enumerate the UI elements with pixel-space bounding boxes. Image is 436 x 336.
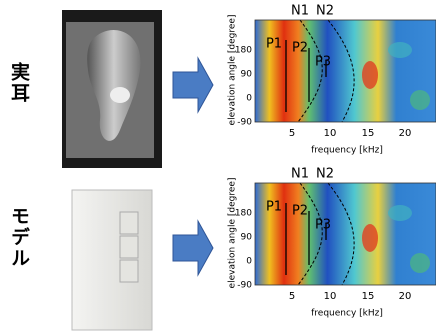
y-tick-label: -90 [237,118,252,128]
heatmap-blob [388,205,412,221]
x-axis-label: frequency [kHz] [311,146,383,156]
heatmap-blob [362,61,378,89]
y-tick-label: 0 [246,257,252,267]
heatmap-blob [362,224,378,252]
peak-label: P3 [315,218,331,233]
notch-label: N1 [291,167,309,182]
ear-detail [110,87,130,103]
notch-label: N2 [316,167,334,182]
x-tick-label: 15 [362,291,375,302]
heatmap-blob [388,42,412,58]
notch-label: N1 [291,4,309,19]
model-part [120,236,138,258]
y-axis-label: elevation angle [degree] [228,15,238,126]
peak-label: P2 [292,41,308,56]
x-axis-label: frequency [kHz] [311,309,383,319]
arrow [173,58,213,112]
model-block [72,190,152,330]
model-part [120,212,138,234]
x-tick-label: 10 [324,291,337,302]
y-tick-label: -90 [237,281,252,291]
x-tick-label: 5 [289,128,295,139]
x-tick-label: 5 [289,291,295,302]
x-tick-label: 20 [399,291,412,302]
y-tick-label: 0 [246,94,252,104]
peak-label: P1 [266,200,282,215]
x-tick-label: 10 [324,128,337,139]
figure: N1N2P1P2P3180900-905101520frequency [kHz… [0,0,436,336]
peak-label: P2 [292,204,308,219]
y-axis-label: elevation angle [degree] [228,178,238,289]
x-tick-label: 20 [399,128,412,139]
y-tick-label: 90 [241,233,253,243]
page: 実耳 モデル N1N2P1P2P3180900-905101520frequen… [0,0,436,336]
model-part [120,260,138,282]
peak-label: P3 [315,55,331,70]
heatmap-blob [410,90,430,110]
heatmap [255,183,436,285]
peak-label: P1 [266,37,282,52]
arrow [173,221,213,275]
x-tick-label: 15 [362,128,375,139]
heatmap [255,20,436,122]
notch-label: N2 [316,4,334,19]
y-tick-label: 90 [241,70,253,80]
heatmap-blob [410,253,430,273]
